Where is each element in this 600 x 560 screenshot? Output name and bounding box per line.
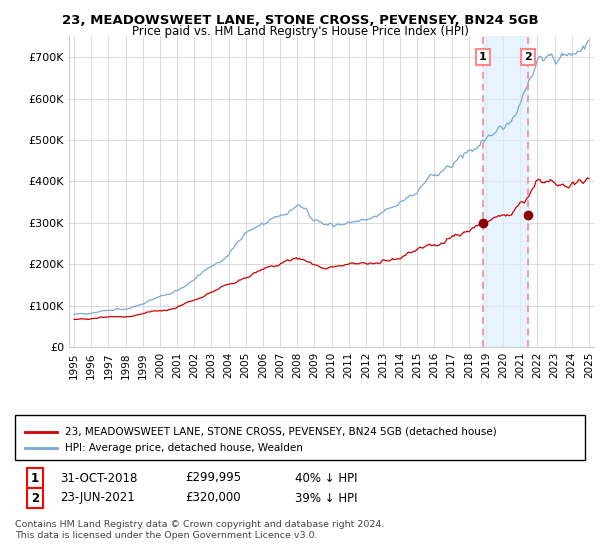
Text: 1: 1: [479, 52, 487, 62]
Text: 2: 2: [31, 492, 39, 505]
Text: 23-JUN-2021: 23-JUN-2021: [60, 492, 135, 505]
Text: 40% ↓ HPI: 40% ↓ HPI: [295, 472, 358, 484]
Text: £320,000: £320,000: [185, 492, 241, 505]
Text: 1: 1: [31, 472, 39, 484]
Text: £299,995: £299,995: [185, 472, 241, 484]
Text: 31-OCT-2018: 31-OCT-2018: [60, 472, 137, 484]
Text: Contains HM Land Registry data © Crown copyright and database right 2024.
This d: Contains HM Land Registry data © Crown c…: [15, 520, 385, 540]
Bar: [15, 415, 585, 460]
Text: Price paid vs. HM Land Registry's House Price Index (HPI): Price paid vs. HM Land Registry's House …: [131, 25, 469, 38]
Text: 2: 2: [524, 52, 532, 62]
Text: HPI: Average price, detached house, Wealden: HPI: Average price, detached house, Weal…: [65, 443, 303, 453]
Text: 39% ↓ HPI: 39% ↓ HPI: [295, 492, 358, 505]
Text: 23, MEADOWSWEET LANE, STONE CROSS, PEVENSEY, BN24 5GB: 23, MEADOWSWEET LANE, STONE CROSS, PEVEN…: [62, 14, 538, 27]
Bar: [483, 36, 528, 347]
Text: 23, MEADOWSWEET LANE, STONE CROSS, PEVENSEY, BN24 5GB (detached house): 23, MEADOWSWEET LANE, STONE CROSS, PEVEN…: [65, 427, 497, 437]
